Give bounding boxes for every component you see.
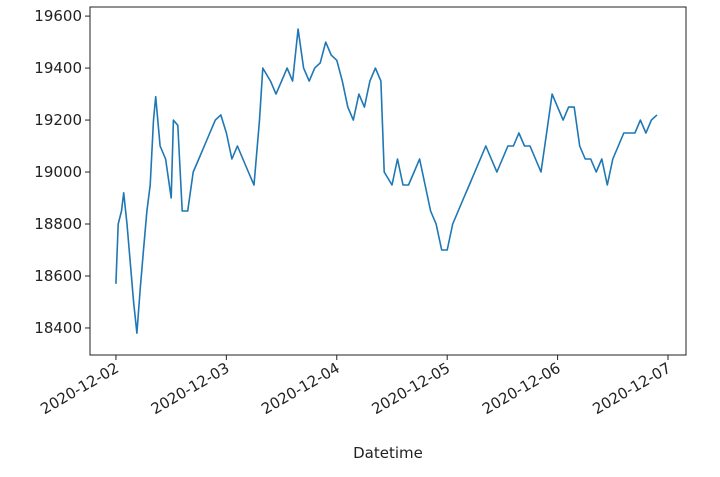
- y-tick-label: 19400: [34, 59, 82, 77]
- y-tick-label: 18400: [34, 319, 82, 337]
- line: [115, 28, 658, 334]
- x-tick-label: 2020-12-05: [369, 359, 454, 418]
- x-tick-label: 2020-12-06: [479, 359, 564, 418]
- x-tick-label: 2020-12-02: [37, 359, 122, 418]
- y-tick-label: 18600: [34, 267, 82, 285]
- x-tick-label: 2020-12-07: [589, 359, 674, 418]
- y-tick-label: 19200: [34, 111, 82, 129]
- y-tick-label: 19600: [34, 7, 82, 25]
- plot-frame: [89, 6, 687, 356]
- y-tick-label: 19000: [34, 163, 82, 181]
- x-tick-label: 2020-12-03: [148, 359, 233, 418]
- x-axis-label: Datetime: [353, 444, 423, 462]
- y-tick-label: 18800: [34, 215, 82, 233]
- x-tick-label: 2020-12-04: [258, 359, 343, 418]
